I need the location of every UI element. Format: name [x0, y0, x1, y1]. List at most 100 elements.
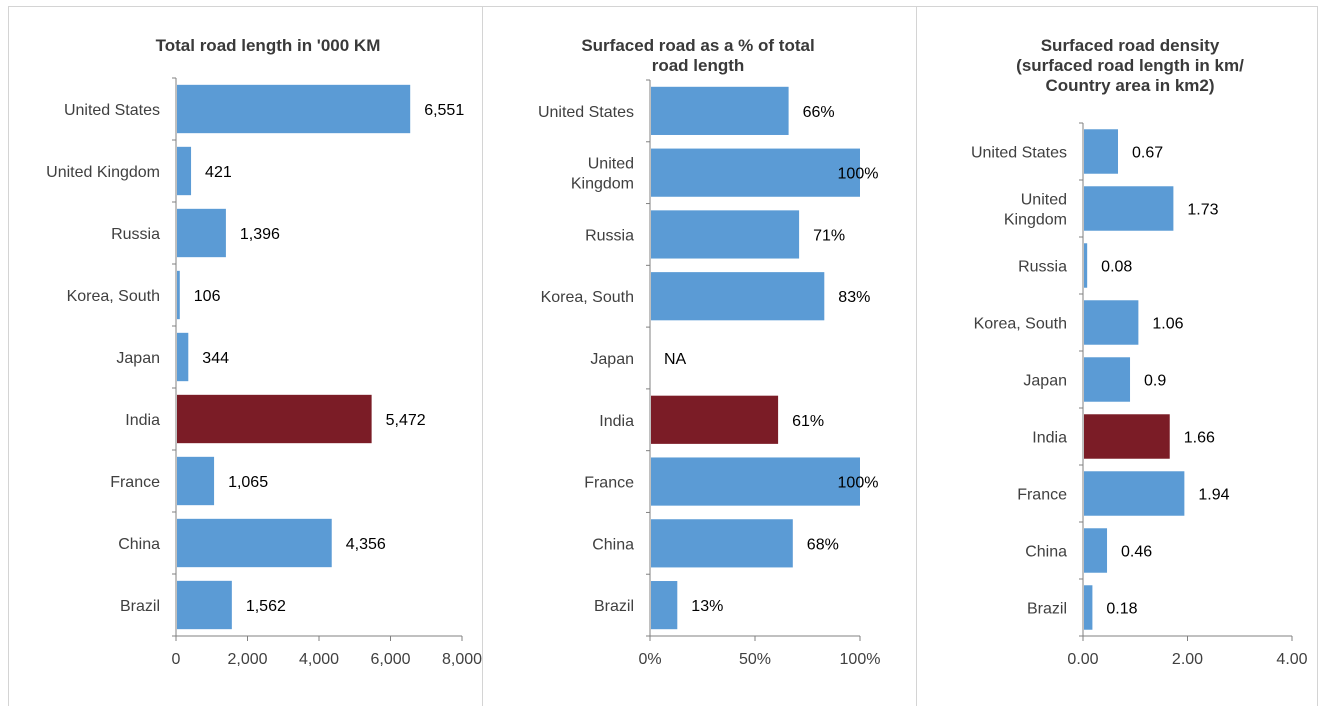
data-label: 68%	[807, 536, 839, 553]
bar[interactable]	[177, 147, 191, 195]
data-label: 83%	[838, 289, 870, 306]
bar[interactable]	[651, 519, 793, 567]
bar[interactable]	[651, 87, 789, 135]
bar[interactable]	[1084, 129, 1118, 173]
category-label: United States	[64, 102, 160, 119]
bar[interactable]	[651, 210, 799, 258]
data-label: 1,396	[240, 226, 280, 243]
category-label: France	[1017, 487, 1067, 504]
data-label: 71%	[813, 227, 845, 244]
category-label: Japan	[590, 351, 634, 368]
data-label: 66%	[803, 104, 835, 121]
category-label-line: France	[584, 475, 634, 492]
category-label: Japan	[1023, 373, 1067, 390]
category-label: United Kingdom	[1004, 192, 1067, 229]
x-tick-label: 0	[172, 651, 181, 668]
data-label: 5,472	[386, 412, 426, 429]
data-label: 1.66	[1184, 430, 1215, 447]
chart-title-line: road length	[652, 56, 745, 75]
chart-panel-1: Total road length in '000 KM 0 2,000 4,000 6…	[46, 36, 482, 668]
bar[interactable]	[1084, 585, 1092, 629]
category-label-line: India	[1032, 430, 1067, 447]
category-label: United States	[971, 145, 1067, 162]
data-label: 1.06	[1152, 316, 1183, 333]
data-label: 1,562	[246, 598, 286, 615]
x-tick-label: 2,000	[227, 651, 267, 668]
bar[interactable]	[1084, 357, 1130, 401]
category-label: Brazil	[594, 598, 634, 615]
bar[interactable]	[1084, 300, 1138, 344]
chart-title: Surfaced road as a % of total road length	[581, 36, 814, 75]
x-tick-label: 50%	[739, 651, 771, 668]
data-label: 6,551	[424, 102, 464, 119]
category-label-line: United States	[971, 145, 1067, 162]
category-label: Korea, South	[67, 288, 160, 305]
x-tick-label: 100%	[840, 651, 881, 668]
data-label: 344	[202, 350, 229, 367]
data-label: 106	[194, 288, 221, 305]
chart-title: Surfaced road density (surfaced road leng…	[1016, 36, 1244, 95]
data-label: 0.18	[1106, 601, 1137, 618]
category-label: India	[599, 413, 634, 430]
bar[interactable]	[177, 519, 332, 567]
bar[interactable]	[177, 271, 180, 319]
bar[interactable]	[651, 149, 860, 197]
x-tick-label: 0%	[638, 651, 661, 668]
data-label: 0.9	[1144, 373, 1166, 390]
category-label-line: China	[592, 536, 634, 553]
category-label: Russia	[111, 226, 160, 243]
data-label: 1.73	[1187, 202, 1218, 219]
bar[interactable]	[177, 333, 188, 381]
category-label: China	[592, 536, 634, 553]
category-label-line: Korea, South	[67, 288, 160, 305]
category-label-line: Kingdom	[1004, 212, 1067, 229]
data-label: 13%	[691, 598, 723, 615]
x-tick-label: 8,000	[442, 651, 482, 668]
data-label: 0.67	[1132, 145, 1163, 162]
data-label: 1.94	[1198, 487, 1229, 504]
category-label: Russia	[1018, 259, 1067, 276]
chart-title-line: Country area in km2)	[1045, 76, 1214, 95]
bar[interactable]	[177, 85, 410, 133]
bar[interactable]	[1084, 186, 1173, 230]
bar[interactable]	[1084, 528, 1107, 572]
category-label-line: Brazil	[120, 598, 160, 615]
category-label-line: Japan	[590, 351, 634, 368]
bar-highlight[interactable]	[177, 395, 372, 443]
chart-title: Total road length in '000 KM	[156, 36, 381, 55]
category-label-line: China	[118, 536, 160, 553]
category-label-line: Brazil	[594, 598, 634, 615]
category-label-line: India	[125, 412, 160, 429]
data-label: 1,065	[228, 474, 268, 491]
data-label: 100%	[838, 166, 879, 183]
category-label: Japan	[116, 350, 160, 367]
bar[interactable]	[177, 457, 214, 505]
bar[interactable]	[651, 581, 677, 629]
chart-panel-2: Surfaced road as a % of total road length…	[538, 36, 881, 668]
category-label: Brazil	[1027, 601, 1067, 618]
category-label-line: Korea, South	[541, 289, 634, 306]
bar[interactable]	[1084, 471, 1184, 515]
category-label-line: France	[110, 474, 160, 491]
category-label-line: United	[588, 156, 634, 173]
bar[interactable]	[651, 272, 824, 320]
category-label: France	[584, 475, 634, 492]
category-label-line: United States	[64, 102, 160, 119]
data-label: 100%	[838, 475, 879, 492]
bar[interactable]	[651, 457, 860, 505]
category-label-line: Japan	[1023, 373, 1067, 390]
bar-highlight[interactable]	[1084, 414, 1170, 458]
bar[interactable]	[177, 209, 226, 257]
category-label: United States	[538, 104, 634, 121]
category-label-line: United States	[538, 104, 634, 121]
category-label: China	[1025, 544, 1067, 561]
bar[interactable]	[177, 581, 232, 629]
category-label: Russia	[585, 227, 634, 244]
bar[interactable]	[1084, 243, 1087, 287]
category-label: Korea, South	[541, 289, 634, 306]
bar-highlight[interactable]	[651, 396, 778, 444]
data-label: NA	[664, 351, 687, 368]
category-label-line: Japan	[116, 350, 160, 367]
category-label: Brazil	[120, 598, 160, 615]
